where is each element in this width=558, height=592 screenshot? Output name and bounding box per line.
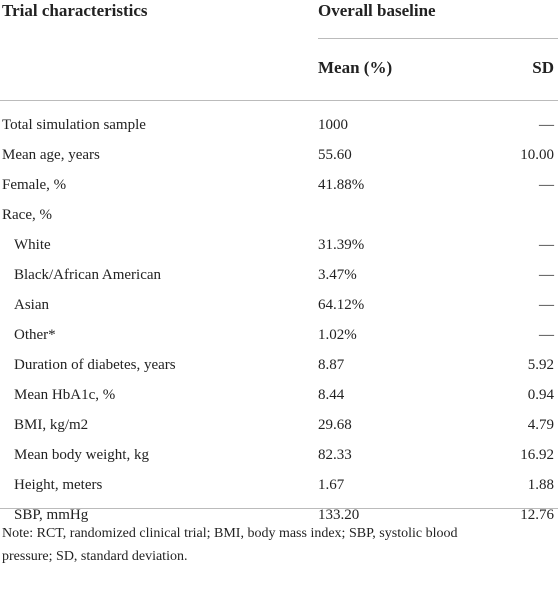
mean-cell: 1.67 — [318, 477, 345, 493]
row-label: SBP, mmHg — [14, 507, 89, 523]
row-label: Mean HbA1c, % — [14, 387, 116, 403]
mean-cell: 8.44 — [318, 387, 345, 403]
sd-cell: 16.92 — [520, 447, 554, 463]
sd-cell: — — [539, 177, 554, 193]
row-label: Mean age, years — [2, 147, 100, 163]
mean-cell: 64.12% — [318, 297, 365, 313]
sd-cell: 0.94 — [527, 387, 554, 403]
mean-cell: 31.39% — [318, 237, 365, 253]
group-rule — [318, 38, 558, 39]
mean-cell: 1000 — [318, 117, 348, 133]
row-label: Total simulation sample — [2, 117, 146, 133]
row-label: Black/African American — [14, 267, 162, 283]
sd-cell: 1.88 — [527, 477, 554, 493]
sd-cell: 4.79 — [527, 417, 554, 433]
mean-cell: 1.02% — [318, 327, 357, 343]
sd-cell: — — [539, 237, 554, 253]
sd-cell: — — [539, 117, 554, 133]
header-sd: SD — [532, 58, 554, 77]
header-group: Overall baseline — [318, 1, 436, 20]
header-mean: Mean (%) — [318, 58, 393, 77]
row-label: Mean body weight, kg — [14, 447, 149, 463]
bottom-rule — [0, 508, 558, 509]
mean-cell: 82.33 — [318, 447, 352, 463]
row-label: Duration of diabetes, years — [14, 357, 176, 373]
mean-cell: 55.60 — [318, 147, 352, 163]
sd-cell: — — [539, 267, 554, 283]
sd-cell: 5.92 — [527, 357, 554, 373]
sd-cell: 12.76 — [520, 507, 554, 523]
note-line: Note: RCT, randomized clinical trial; BM… — [2, 526, 458, 541]
note-line: pressure; SD, standard deviation. — [2, 549, 188, 564]
row-label: Asian — [14, 297, 49, 313]
row-label: White — [14, 237, 51, 253]
mean-cell: 29.68 — [318, 417, 352, 433]
mean-cell: 41.88% — [318, 177, 365, 193]
sd-cell: — — [539, 327, 554, 343]
header-rule — [0, 100, 558, 101]
row-label: Height, meters — [14, 477, 103, 493]
header-characteristics: Trial characteristics — [2, 1, 148, 20]
row-label: Female, % — [2, 177, 67, 193]
row-label: BMI, kg/m2 — [14, 417, 89, 433]
mean-cell: 3.47% — [318, 267, 357, 283]
mean-cell: 8.87 — [318, 357, 345, 373]
row-label: Other* — [14, 327, 56, 343]
mean-cell: 133.20 — [318, 507, 360, 523]
row-label: Race, % — [2, 207, 52, 223]
sd-cell: 10.00 — [520, 147, 554, 163]
sd-cell: — — [539, 297, 554, 313]
